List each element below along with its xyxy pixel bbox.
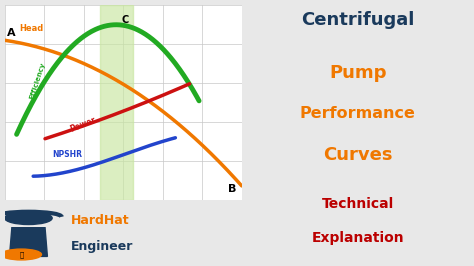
Text: Efficiency: Efficiency: [28, 61, 46, 99]
Text: Engineer: Engineer: [71, 240, 134, 253]
Text: Pump: Pump: [329, 64, 387, 82]
Circle shape: [1, 249, 42, 260]
Text: 🔥: 🔥: [19, 251, 23, 258]
Text: A: A: [7, 28, 16, 38]
Polygon shape: [9, 228, 47, 256]
Text: Head: Head: [19, 24, 43, 33]
Text: Centrifugal: Centrifugal: [301, 11, 415, 29]
Text: NPSHR: NPSHR: [52, 150, 82, 159]
Text: Curves: Curves: [323, 146, 392, 164]
Text: HardHat: HardHat: [71, 214, 130, 227]
Circle shape: [5, 212, 52, 225]
Text: Performance: Performance: [300, 106, 416, 121]
Text: Power: Power: [69, 115, 97, 134]
Text: Explanation: Explanation: [311, 231, 404, 246]
Text: Technical: Technical: [322, 197, 394, 211]
Text: C: C: [122, 15, 129, 25]
Bar: [100, 5, 133, 200]
Text: B: B: [228, 184, 236, 194]
